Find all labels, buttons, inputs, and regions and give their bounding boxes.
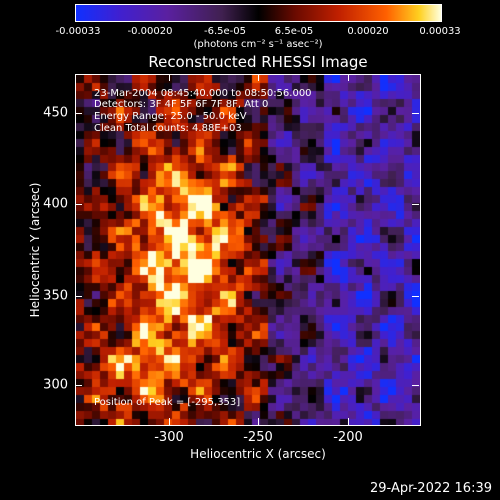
- colorbar-tick-label: 0.00020: [347, 26, 389, 37]
- x-axis-label: Heliocentric X (arcsec): [190, 447, 326, 461]
- colorbar-tick-label: -6.5e-05: [204, 26, 246, 37]
- x-tick-label: -300: [154, 430, 184, 445]
- tick-mark: [348, 74, 349, 81]
- info-detectors: Detectors: 3F 4F 5F 6F 7F 8F, Att 0: [94, 99, 269, 110]
- tick-mark: [169, 418, 170, 425]
- tick-mark: [412, 385, 419, 386]
- tick-mark: [258, 74, 259, 81]
- rhessi-image-heatmap: [76, 75, 420, 425]
- y-tick-label: 300: [43, 377, 68, 393]
- y-axis-label: Heliocentric Y (arcsec): [28, 182, 42, 318]
- x-tick-label: -250: [243, 430, 273, 445]
- plot-title: Reconstructed RHESSI Image: [148, 53, 368, 71]
- tick-mark: [412, 204, 419, 205]
- tick-mark: [75, 113, 82, 114]
- colorbar: [75, 4, 442, 22]
- info-peak-position: Position of Peak = [-295,353]: [94, 397, 241, 408]
- colorbar-tick-label: 0.00033: [419, 26, 461, 37]
- tick-mark: [412, 296, 419, 297]
- tick-mark: [75, 385, 82, 386]
- colorbar-tick-label: -0.00033: [55, 26, 101, 37]
- colorbar-tick-label: -0.00020: [127, 26, 173, 37]
- y-tick-label: 400: [43, 196, 68, 212]
- tick-mark: [75, 296, 82, 297]
- colorbar-units: (photons cm⁻² s⁻¹ asec⁻²): [193, 39, 323, 50]
- tick-mark: [75, 204, 82, 205]
- y-tick-label: 450: [43, 105, 68, 121]
- tick-mark: [258, 418, 259, 425]
- tick-mark: [169, 74, 170, 81]
- x-tick-label: -200: [333, 430, 363, 445]
- tick-mark: [348, 418, 349, 425]
- colorbar-tick-label: 6.5e-05: [274, 26, 314, 37]
- info-energy-range: Energy Range: 25.0 - 50.0 keV: [94, 111, 247, 122]
- tick-mark: [412, 113, 419, 114]
- image-plot-area: [75, 74, 421, 426]
- timestamp: 29-Apr-2022 16:39: [370, 481, 492, 496]
- y-tick-label: 350: [43, 288, 68, 304]
- info-clean: Clean Total counts: 4.88E+03: [94, 123, 242, 134]
- info-time-range: 23-Mar-2004 08:45:40.000 to 08:50:56.000: [94, 88, 312, 99]
